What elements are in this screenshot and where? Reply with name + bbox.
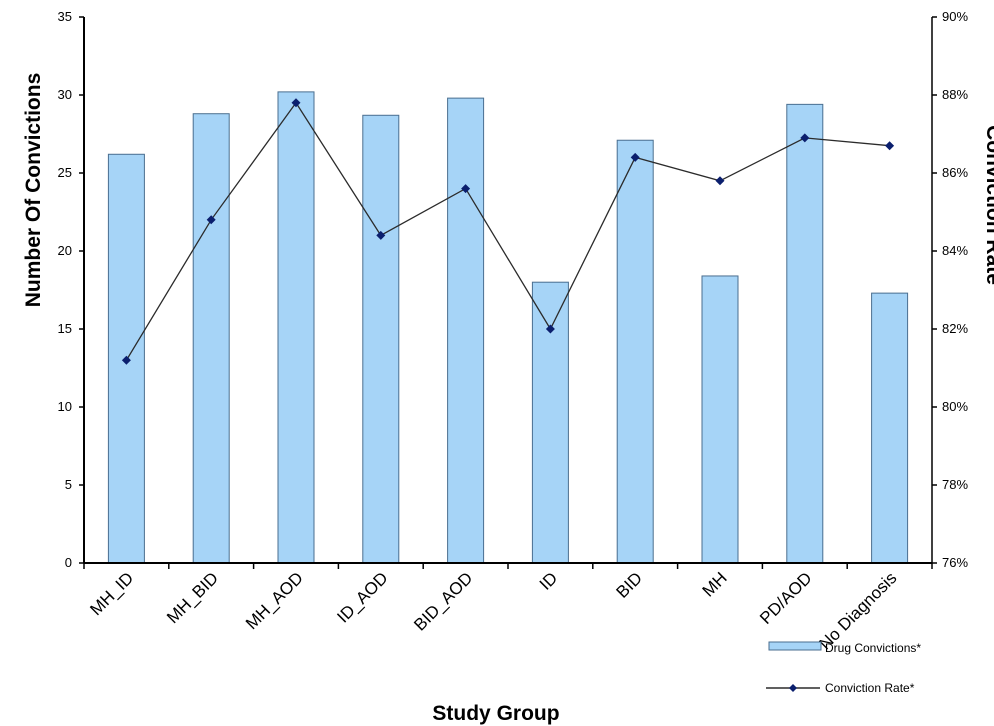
- axes: [83, 17, 933, 569]
- bar: [616, 139, 654, 564]
- y-tick-label: 25: [58, 165, 72, 180]
- legend-line-marker: [789, 684, 797, 692]
- category-labels: MH_ID MH_BID MH_AOD ID_AOD BID_AOD ID BID MH PD/…: [86, 568, 900, 653]
- x-tick-label: PD/AOD: [756, 568, 816, 628]
- line-point: [206, 215, 216, 225]
- x-tick-label: BID: [613, 568, 646, 601]
- y-tick-label: 20: [58, 243, 72, 258]
- legend-line-label: Conviction Rate*: [825, 681, 915, 695]
- y-axis-title: Number Of Convictions: [22, 73, 45, 308]
- line-point: [885, 141, 895, 151]
- y-tick-label: 15: [58, 321, 72, 336]
- y-tick-label: 5: [65, 477, 72, 492]
- line-point: [715, 176, 725, 186]
- x-tick-label: MH: [699, 568, 731, 600]
- line-series: [121, 98, 895, 365]
- x-tick-label: MH_AOD: [242, 568, 307, 633]
- bar: [362, 114, 400, 564]
- y2-tick-label: 86%: [942, 165, 968, 180]
- y-tick-label: 10: [58, 399, 72, 414]
- bar: [531, 281, 569, 564]
- line-point: [630, 152, 640, 162]
- line-point: [461, 184, 471, 194]
- bar: [701, 275, 739, 564]
- bar: [447, 97, 485, 564]
- right-axis-ticks: 76% 78% 80% 82% 84% 86% 88% 90%: [932, 9, 968, 570]
- y2-tick-label: 80%: [942, 399, 968, 414]
- x-tick-label: MH_BID: [163, 568, 222, 627]
- line-point: [800, 133, 810, 143]
- y-tick-label: 35: [58, 9, 72, 24]
- bar: [786, 103, 824, 564]
- y2-axis-title: Conviction Rate: [982, 125, 994, 285]
- bar: [192, 113, 230, 564]
- line-point: [291, 98, 301, 108]
- y-tick-label: 0: [65, 555, 72, 570]
- line-point: [121, 355, 131, 365]
- x-tick-label: MH_ID: [86, 568, 137, 619]
- line-point: [545, 324, 555, 334]
- y2-tick-label: 88%: [942, 87, 968, 102]
- conviction-rate-line: [125, 101, 890, 361]
- x-tick-label: BID_AOD: [410, 568, 476, 634]
- y2-tick-label: 78%: [942, 477, 968, 492]
- y2-tick-label: 82%: [942, 321, 968, 336]
- legend: Drug Convictions* Conviction Rate*: [766, 641, 921, 695]
- x-axis-title: Study Group: [432, 702, 559, 725]
- bar: [871, 292, 909, 564]
- bar: [277, 91, 315, 564]
- legend-bar-swatch: [768, 641, 822, 651]
- legend-bar-label: Drug Convictions*: [825, 641, 921, 655]
- x-tick-label: ID: [536, 568, 561, 593]
- bar-series: [107, 91, 909, 564]
- y2-tick-label: 76%: [942, 555, 968, 570]
- y2-tick-label: 84%: [942, 243, 968, 258]
- x-tick-label: ID_AOD: [333, 568, 391, 626]
- y2-tick-label: 90%: [942, 9, 968, 24]
- y-tick-label: 30: [58, 87, 72, 102]
- line-point: [376, 230, 386, 240]
- left-axis-ticks: 0 5 10 15 20 25 30 35: [58, 9, 84, 570]
